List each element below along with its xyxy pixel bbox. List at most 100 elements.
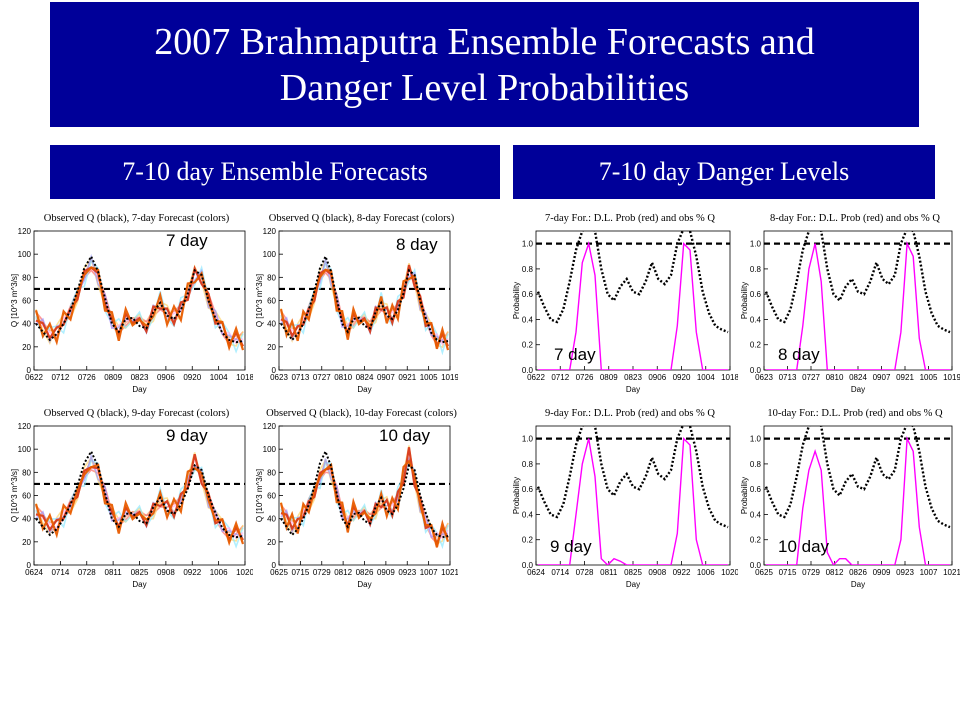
y-tick-label: 80	[267, 273, 276, 282]
chart-svg: Observed Q (black), 7-day Forecast (colo…	[10, 213, 253, 394]
chart-svg: 9-day For.: D.L. Prob (red) and obs % Q 0…	[512, 408, 738, 589]
observed-pct-line	[764, 231, 951, 334]
lead-time-label: 7 day	[166, 231, 208, 250]
ensemble-forecast-chart: Observed Q (black), 7-day Forecast (colo…	[8, 205, 253, 400]
y-tick-label: 40	[22, 515, 31, 524]
x-tick-label: 0909	[377, 568, 395, 577]
slide-title-line2: Danger Level Probabilities	[279, 66, 690, 109]
chart-title: Observed Q (black), 9-day Forecast (colo…	[44, 408, 230, 419]
x-tick-label: 0625	[270, 568, 288, 577]
y-tick-label: 120	[18, 422, 32, 431]
chart-title: 7-day For.: D.L. Prob (red) and obs % Q	[545, 213, 715, 224]
y-tick-label: 80	[22, 273, 31, 282]
probability-line	[538, 436, 728, 565]
y-tick-label: 0.8	[750, 460, 762, 469]
chart-svg: Observed Q (black), 10-day Forecast (col…	[255, 408, 458, 589]
y-tick-label: 0.6	[750, 485, 762, 494]
ensemble-member-line	[35, 264, 244, 348]
y-tick-label: 60	[22, 492, 31, 501]
x-tick-label: 0923	[896, 568, 914, 577]
x-tick-label: 0622	[25, 373, 43, 382]
x-tick-label: 0826	[849, 568, 867, 577]
y-tick-label: 0.6	[522, 290, 534, 299]
x-tick-label: 0713	[291, 373, 309, 382]
y-tick-label: 0.6	[522, 485, 534, 494]
observed-series-line	[35, 449, 244, 539]
x-tick-label: 0624	[527, 568, 545, 577]
x-tick-label: 1005	[420, 373, 438, 382]
x-tick-label: 0921	[896, 373, 914, 382]
y-tick-label: 0.2	[522, 536, 534, 545]
x-tick-label: 0729	[802, 568, 820, 577]
y-axis-label: Probability	[512, 282, 521, 319]
plot-frame	[535, 230, 731, 371]
lead-time-label: 9 day	[166, 426, 208, 445]
y-axis-label: Probability	[740, 282, 749, 319]
x-tick-label: 1004	[210, 373, 228, 382]
y-tick-label: 100	[18, 445, 32, 454]
y-tick-label: 0.8	[522, 460, 534, 469]
lead-time-label: 10 day	[778, 537, 830, 556]
y-tick-label: 0.4	[522, 510, 534, 519]
x-tick-label: 0921	[398, 373, 416, 382]
chart-title: Observed Q (black), 7-day Forecast (colo…	[44, 213, 230, 224]
y-tick-label: 0.0	[522, 366, 534, 375]
y-tick-label: 1.0	[750, 435, 762, 444]
probability-line	[538, 240, 728, 370]
y-tick-label: 0.2	[522, 341, 534, 350]
x-tick-label: 0908	[157, 568, 175, 577]
chart-title: 10-day For.: D.L. Prob (red) and obs % Q	[767, 408, 943, 419]
y-tick-label: 20	[22, 538, 31, 547]
y-tick-label: 0.2	[750, 341, 762, 350]
x-tick-label: 0811	[600, 568, 618, 577]
x-tick-label: 0907	[377, 373, 395, 382]
x-tick-label: 0922	[673, 568, 691, 577]
y-axis-label: Q [10^3 m^3/s]	[255, 469, 264, 522]
x-tick-label: 1004	[697, 373, 715, 382]
y-axis-label: Q [10^3 m^3/s]	[10, 274, 19, 327]
y-tick-label: 80	[22, 468, 31, 477]
chart-svg: Observed Q (black), 9-day Forecast (colo…	[10, 408, 253, 589]
x-tick-label: 0906	[648, 373, 666, 382]
x-tick-label: 0712	[551, 373, 569, 382]
y-tick-label: 60	[267, 492, 276, 501]
y-tick-label: 0.0	[750, 561, 762, 570]
slide-title-line1: 2007 Brahmaputra Ensemble Forecasts and	[154, 20, 815, 63]
plot-frame	[33, 230, 246, 371]
y-tick-label: 0	[272, 366, 277, 375]
y-tick-label: 0.2	[750, 536, 762, 545]
x-axis-label: Day	[357, 385, 371, 394]
x-tick-label: 1019	[943, 373, 960, 382]
y-axis-label: Q [10^3 m^3/s]	[10, 469, 19, 522]
x-tick-label: 1020	[236, 568, 253, 577]
lead-time-label: 7 day	[554, 345, 596, 364]
x-tick-label: 0728	[576, 568, 594, 577]
x-tick-label: 0726	[78, 373, 96, 382]
x-tick-label: 0625	[755, 568, 773, 577]
plot-frame	[278, 425, 451, 566]
x-tick-label: 0714	[551, 568, 569, 577]
chart-svg: 10-day For.: D.L. Prob (red) and obs % Q…	[740, 408, 960, 589]
y-tick-label: 120	[18, 227, 32, 236]
x-tick-label: 1005	[920, 373, 938, 382]
x-tick-label: 0908	[648, 568, 666, 577]
x-tick-label: 0823	[131, 373, 149, 382]
x-tick-label: 1007	[920, 568, 938, 577]
y-tick-label: 20	[22, 343, 31, 352]
x-tick-label: 0623	[755, 373, 773, 382]
y-tick-label: 1.0	[750, 240, 762, 249]
y-tick-label: 120	[263, 422, 277, 431]
section-header-danger: 7-10 day Danger Levels	[513, 145, 935, 199]
y-tick-label: 0.0	[522, 561, 534, 570]
x-tick-label: 0922	[183, 568, 201, 577]
x-tick-label: 1007	[420, 568, 438, 577]
chart-title: Observed Q (black), 8-day Forecast (colo…	[269, 213, 455, 224]
y-tick-label: 0.0	[750, 366, 762, 375]
x-axis-label: Day	[132, 580, 146, 589]
x-tick-label: 0824	[849, 373, 867, 382]
x-tick-label: 0623	[270, 373, 288, 382]
ensemble-forecast-chart: Observed Q (black), 10-day Forecast (col…	[253, 400, 458, 595]
x-tick-label: 1021	[441, 568, 458, 577]
x-tick-label: 0810	[334, 373, 352, 382]
observed-pct-line	[536, 426, 729, 529]
